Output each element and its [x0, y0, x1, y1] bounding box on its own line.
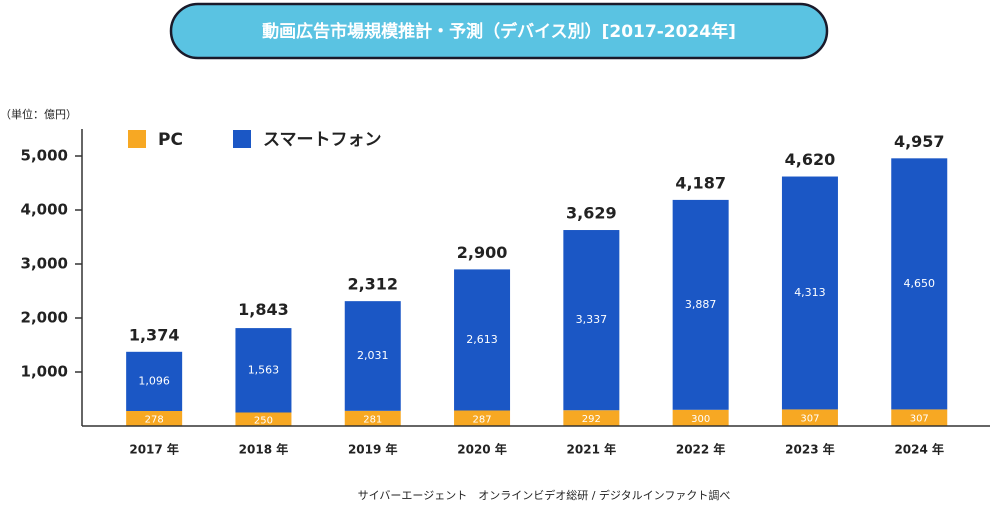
bar-segment: [344, 410, 401, 426]
segment-label: 1,096: [138, 374, 170, 387]
segment-label: 4,650: [904, 277, 936, 290]
x-tick-label: 2024 年: [894, 442, 944, 457]
bar-segment: [672, 199, 729, 410]
x-tick-label: 2019 年: [348, 442, 398, 457]
x-tick-label: 2023 年: [785, 442, 835, 457]
bar-segment: [126, 351, 183, 411]
segment-label: 250: [254, 415, 273, 426]
total-label: 4,957: [894, 132, 945, 151]
x-tick-label: 2022 年: [676, 442, 726, 457]
bar-segment: [891, 158, 948, 410]
segment-label: 2,031: [357, 349, 389, 362]
x-tick-label: 2021 年: [567, 442, 617, 457]
source: サイバーエージェント オンラインビデオ総研 / デジタルインファクト調べ: [358, 488, 731, 502]
legend-label: スマートフォン: [263, 130, 382, 150]
bar-segment: [781, 176, 838, 410]
bar-segment: [126, 410, 183, 426]
total-label: 1,843: [238, 300, 289, 319]
total-label: 4,620: [785, 150, 836, 169]
bar-segment: [235, 412, 292, 426]
legend-label: PC: [158, 130, 183, 150]
segment-label: 292: [582, 414, 601, 425]
x-tick-label: 2017 年: [129, 442, 179, 457]
legend-swatch: [233, 130, 251, 148]
y-tick-label: 4,000: [21, 201, 68, 219]
bar-segment: [563, 410, 620, 426]
legend-swatch: [128, 130, 146, 148]
total-label: 2,900: [457, 243, 508, 262]
bar-segment: [563, 230, 620, 411]
bar-segment: [781, 409, 838, 426]
segment-label: 4,313: [794, 286, 826, 299]
total-label: 4,187: [675, 173, 726, 192]
bar-segment: [672, 409, 729, 426]
bar-segment: [235, 328, 292, 413]
total-label: 3,629: [566, 204, 617, 223]
segment-label: 307: [800, 414, 819, 425]
bar-segment: [454, 269, 511, 411]
segment-label: 281: [363, 414, 382, 425]
segment-label: 3,337: [576, 313, 608, 326]
total-label: 2,312: [347, 275, 398, 294]
y-tick-label: 1,000: [21, 363, 68, 381]
segment-label: 2,613: [466, 333, 498, 346]
unit-label: （単位：億円）: [0, 107, 77, 121]
x-tick-label: 2020 年: [457, 442, 507, 457]
bar-segment: [891, 409, 948, 426]
bar-segment: [344, 301, 401, 411]
segment-label: 3,887: [685, 298, 717, 311]
total-label: 1,374: [129, 325, 180, 344]
y-tick-label: 2,000: [21, 309, 68, 327]
segment-label: 1,563: [248, 363, 280, 376]
y-tick-label: 5,000: [21, 147, 68, 165]
bar-segment: [454, 410, 511, 426]
segment-label: 300: [691, 414, 710, 425]
chart-title: 動画広告市場規模推計・予測（デバイス別）[2017-2024年]: [262, 21, 736, 42]
segment-label: 307: [910, 414, 929, 425]
x-tick-label: 2018 年: [239, 442, 289, 457]
title-box: [169, 2, 829, 60]
y-tick-label: 3,000: [21, 255, 68, 273]
segment-label: 287: [473, 414, 492, 425]
segment-label: 278: [145, 414, 164, 425]
